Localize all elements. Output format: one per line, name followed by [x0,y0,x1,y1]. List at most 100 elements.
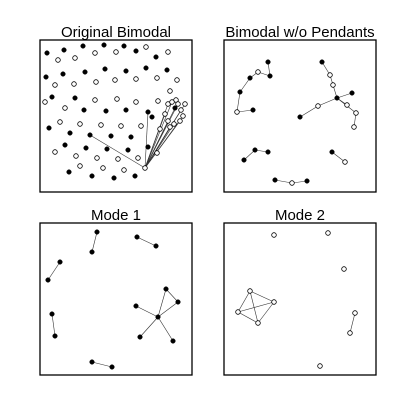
node-filled [153,243,159,249]
edge-group [236,61,357,184]
network-edge [236,91,241,113]
node-filled [121,43,127,49]
node-open [352,310,358,316]
node-open [133,76,139,82]
network-edge [139,316,159,338]
node-filled [44,50,50,56]
node-filled [164,67,170,73]
panel-frame [39,222,193,376]
node-filled [43,74,49,80]
node-filled [319,59,325,65]
node-filled [108,133,114,139]
panel-bimodal-without-pendants: Bimodal w/o Pendants [223,24,377,193]
network-edge [331,151,346,163]
node-open [72,55,78,61]
node-filled [111,175,117,181]
node-open [342,159,348,165]
network-edge [91,361,113,368]
node-filled [265,59,271,65]
node-open [315,103,321,109]
node-filled [304,178,310,184]
node-open [155,98,161,104]
node-open [42,99,48,105]
node-filled [125,147,131,153]
node-filled [149,114,155,120]
network-edge [144,120,181,169]
node-filled [349,90,355,96]
network-edge [274,179,293,184]
panel-title: Original Bimodal [61,24,171,41]
node-open [289,180,295,186]
network-edge [165,288,179,303]
node-open [113,49,119,55]
node-open [247,288,253,294]
network-edge [157,316,174,342]
node-open [55,57,61,63]
node-open [93,79,99,85]
node-filled [252,147,258,153]
node-filled [60,71,66,77]
node-open [167,124,173,130]
node-filled [94,229,100,235]
node-filled [329,149,335,155]
node-filled [83,145,89,151]
network-edge [91,231,98,253]
node-open [135,155,141,161]
panel-mode-2: Mode 2 [223,207,377,376]
node-filled [109,364,115,370]
node-group [42,42,188,181]
node-filled [145,109,151,115]
node-filled [128,134,134,140]
network-edge [249,290,259,324]
node-open [271,232,277,238]
node-open [255,69,261,75]
node-filled [272,177,278,183]
node-filled [267,73,273,79]
node-open [52,82,58,88]
panel-frame [39,39,193,193]
panel-title: Mode 2 [275,207,325,224]
node-open [175,101,181,107]
node-filled [80,43,86,49]
node-group [234,59,359,186]
node-filled [155,314,161,320]
node-filled [132,173,138,179]
node-open [52,149,58,155]
node-filled [67,130,73,136]
node-filled [163,286,169,292]
node-filled [89,249,95,255]
node-open [167,88,173,94]
node-open [92,97,98,103]
node-filled [104,146,110,152]
panel-mode-1: Mode 1 [39,207,193,376]
node-filled [49,94,55,100]
node-open [165,118,171,124]
node-open [154,150,160,156]
node-open [171,121,177,127]
node-filled [89,173,95,179]
network-edge [157,301,179,318]
node-open [325,230,331,236]
node-open [317,363,323,369]
node-filled [45,277,51,283]
node-open [182,101,188,107]
node-open [142,165,148,171]
node-filled [102,66,108,72]
node-filled [57,259,63,265]
node-filled [172,105,178,111]
network-edge [144,113,166,169]
node-filled [61,47,67,53]
edge-group [89,101,186,169]
node-filled [175,299,181,305]
node-filled [153,54,159,60]
node-filled [250,107,256,113]
node-open [271,299,277,305]
node-filled [334,95,340,101]
node-open [77,163,83,169]
node-open [162,111,168,117]
node-open [157,126,163,132]
network-edge [144,120,169,169]
node-open [344,102,350,108]
network-edge [237,311,259,324]
node-open [341,266,347,272]
